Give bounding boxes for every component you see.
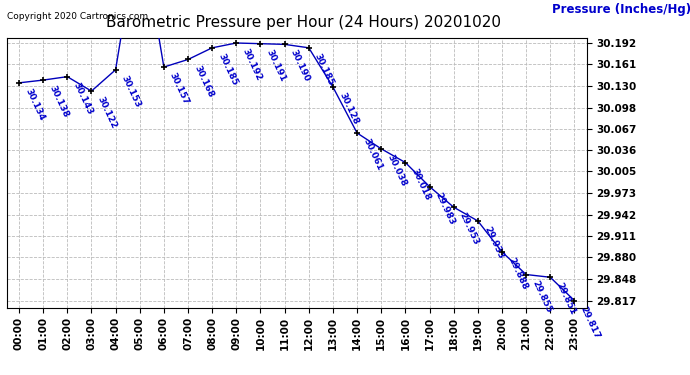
Text: 30.128: 30.128 <box>337 91 359 126</box>
Text: 30.038: 30.038 <box>386 153 408 188</box>
Text: 30.185: 30.185 <box>313 52 335 87</box>
Text: 29.888: 29.888 <box>506 256 529 291</box>
Text: 30.134: 30.134 <box>23 87 46 122</box>
Text: Copyright 2020 Cartronics.com: Copyright 2020 Cartronics.com <box>7 12 148 21</box>
Text: 30.061: 30.061 <box>362 137 384 172</box>
Text: 30.122: 30.122 <box>96 95 118 130</box>
Text: 29.817: 29.817 <box>579 305 602 340</box>
Text: 30.168: 30.168 <box>193 64 215 99</box>
Text: 30.192: 30.192 <box>241 47 264 82</box>
Text: 29.851: 29.851 <box>555 282 578 317</box>
Text: 30.018: 30.018 <box>410 167 432 202</box>
Text: Barometric Pressure per Hour (24 Hours) 20201020: Barometric Pressure per Hour (24 Hours) … <box>106 15 501 30</box>
Text: 30.153: 30.153 <box>120 74 142 109</box>
Text: 30.138: 30.138 <box>48 84 70 119</box>
Text: 29.933: 29.933 <box>482 225 505 261</box>
Text: 29.953: 29.953 <box>458 211 481 247</box>
Text: Pressure (Inches/Hg): Pressure (Inches/Hg) <box>552 3 690 16</box>
Text: 29.983: 29.983 <box>434 191 457 226</box>
Text: 30.157: 30.157 <box>168 71 191 106</box>
Text: 30.190: 30.190 <box>289 48 311 84</box>
Text: 30.191: 30.191 <box>265 48 288 83</box>
Text: 30.143: 30.143 <box>72 81 95 116</box>
Text: 30.185: 30.185 <box>217 52 239 87</box>
Text: 30.366: 30.366 <box>0 374 1 375</box>
Text: 29.855: 29.855 <box>531 279 553 314</box>
